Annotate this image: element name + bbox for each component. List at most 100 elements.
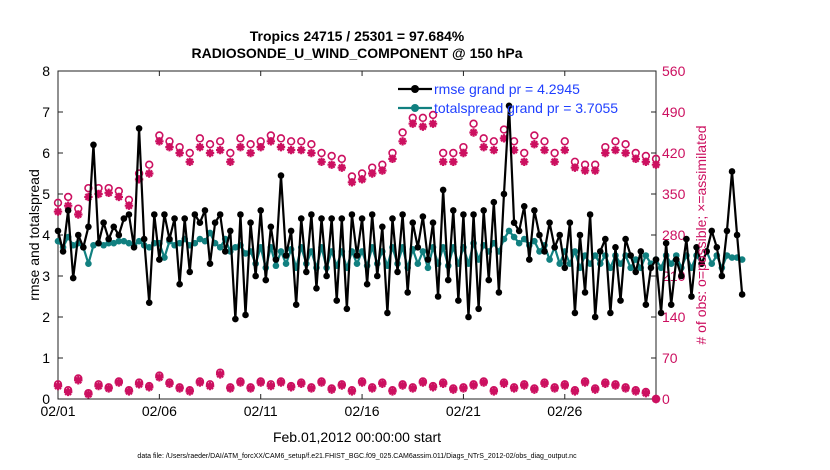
totalspread-point [627,264,634,272]
obs-possible-marker [449,148,458,158]
rmse-point [399,211,406,218]
totalspread-point [196,235,204,243]
rmse-point [708,227,716,235]
obs-assimilated-marker [357,378,367,387]
rmse-point [232,315,239,323]
obs-assimilated-marker [63,201,73,210]
data-file-footer: data file: /Users/raeder/DAI/ATM_forcXX/… [137,453,577,460]
obs-assimilated-marker [297,379,306,388]
y-tick-label: 8 [42,63,50,79]
obs-possible-marker [479,134,488,143]
rmse-point [602,235,609,243]
obs-assimilated-marker [398,381,407,390]
rmse-point [607,309,614,317]
plot-area [57,70,657,400]
rmse-point [672,256,680,263]
obs-assimilated-marker [63,387,73,397]
y-tick-label-right: 280 [662,227,686,243]
rmse-point [333,297,341,304]
totalspread-point [515,239,523,247]
y-tick-label-right: 420 [662,145,686,161]
obs-assimilated-marker [601,148,610,158]
rmse-point [394,268,401,276]
totalspread-point [242,250,249,257]
obs-assimilated-marker [489,145,499,155]
obs-assimilated-marker [378,166,387,175]
obs-assimilated-marker [286,383,296,392]
obs-assimilated-marker [276,142,286,152]
obs-assimilated-marker [449,385,458,394]
rmse-point [465,313,472,321]
obs-assimilated-marker [631,154,640,164]
obs-assimilated-marker [459,148,468,158]
obs-assimilated-marker [155,373,164,382]
rmse-point [414,244,422,251]
rmse-point [723,227,731,235]
rmse-point [515,227,523,235]
obs-possible-marker [195,134,205,143]
rmse-point [546,219,553,226]
rmse-point [581,289,589,296]
obs-assimilated-marker [297,145,306,155]
obs-assimilated-marker [104,384,113,393]
obs-assimilated-marker [530,385,539,394]
obs-assimilated-marker [560,381,569,390]
obs-assimilated-marker [550,157,559,166]
obs-assimilated-marker [124,387,134,396]
rmse-point [419,213,427,220]
obs-possible-marker [317,148,326,158]
legend-spread-marker [411,104,419,112]
obs-possible-marker [520,148,529,158]
rmse-point [201,207,209,214]
totalspread-point [520,235,528,243]
rmse-point [455,297,462,304]
rmse-point [328,215,335,222]
obs-assimilated-marker [368,169,377,178]
rmse-point [368,211,376,218]
y-tick-label-right: 70 [662,350,678,366]
obs-assimilated-marker [104,188,113,198]
rmse-point [475,305,482,313]
obs-possible-marker [53,198,63,207]
totalspread-point [571,248,579,255]
x-axis-label: Feb.01,2012 00:00:00 start [273,429,441,445]
rmse-point [196,219,204,226]
y-tick-label-right: 140 [662,309,686,325]
obs-assimilated-marker [114,378,124,387]
obs-assimilated-marker [428,119,438,128]
totalspread-point [728,254,736,261]
obs-assimilated-marker [651,160,661,169]
obs-assimilated-marker [520,381,529,390]
rmse-point [237,211,244,218]
obs-assimilated-marker [357,175,367,184]
rmse-point [485,276,493,284]
rmse-point [292,301,300,309]
obs-assimilated-marker [226,157,235,166]
obs-assimilated-marker [469,381,478,390]
rmse-point [434,293,442,300]
obs-possible-marker [327,151,336,161]
totalspread-point [556,260,564,268]
series-rmse [54,102,746,323]
y-axis-label-right: # of obs: o=possible; ×=assimilated [693,125,709,344]
rmse-point [531,207,538,214]
totalspread-point [120,237,128,245]
rmse-point [74,231,82,239]
obs-assimilated-marker [165,379,174,388]
y-tick-label: 7 [42,104,50,120]
rmse-point [733,231,741,239]
totalspread-point [125,239,133,247]
obs-assimilated-marker [246,148,255,158]
obs-assimilated-marker [408,384,417,393]
totalspread-point [277,248,285,255]
obs-assimilated-marker [94,189,103,199]
rmse-point [95,239,102,247]
obs-assimilated-marker [74,376,83,385]
obs-assimilated-marker [124,201,134,210]
y-tick-label-right: 350 [662,186,686,202]
obs-assimilated-marker [327,385,336,394]
obs-assimilated-marker [580,378,590,387]
totalspread-point [642,252,650,259]
rmse-point [100,219,107,226]
rmse-point [596,248,604,255]
